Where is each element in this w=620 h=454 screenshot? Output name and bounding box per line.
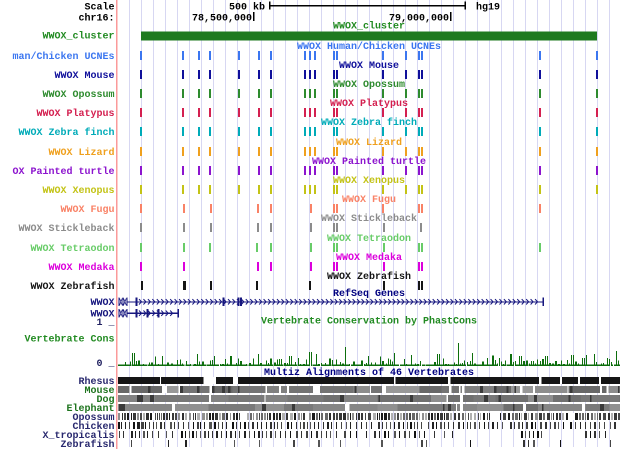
svg-text:Chicken: Chicken — [72, 421, 114, 433]
svg-text:Vertebrate Cons: Vertebrate Cons — [24, 334, 114, 346]
svg-text:WWOX Human/Chicken UCNEs: WWOX Human/Chicken UCNEs — [297, 41, 441, 53]
svg-text:Zebrafish: Zebrafish — [60, 439, 114, 449]
svg-text:Scale: Scale — [84, 2, 114, 14]
svg-text:79,000,000: 79,000,000 — [389, 14, 449, 25]
svg-text:WWOX Lizard: WWOX Lizard — [48, 147, 114, 159]
svg-text:0 _: 0 _ — [96, 359, 115, 370]
svg-text:RefSeq Genes: RefSeq Genes — [333, 288, 405, 300]
svg-text:OX Painted turtle: OX Painted turtle — [12, 166, 114, 178]
svg-text:WWOX Stickleback: WWOX Stickleback — [18, 223, 114, 235]
svg-text:WWOX Platypus: WWOX Platypus — [36, 108, 114, 120]
svg-text:500 kb: 500 kb — [229, 2, 265, 14]
svg-text:Vertebrate Conservation by Pha: Vertebrate Conservation by PhastCons — [261, 316, 477, 328]
svg-text:WWOX Zebra finch: WWOX Zebra finch — [321, 117, 417, 129]
svg-text:WWOX Fugu: WWOX Fugu — [60, 205, 114, 216]
svg-text:WWOX Xenopus: WWOX Xenopus — [42, 186, 114, 197]
svg-text:WWOX Opossum: WWOX Opossum — [42, 90, 114, 101]
svg-text:WWOX Tetraodon: WWOX Tetraodon — [327, 233, 411, 245]
svg-text:WWOX Medaka: WWOX Medaka — [336, 252, 402, 264]
svg-text:WWOX Tetraodon: WWOX Tetraodon — [30, 243, 114, 255]
svg-text:WWOX Fugu: WWOX Fugu — [342, 195, 396, 206]
svg-text:WWOX Zebrafish: WWOX Zebrafish — [327, 271, 411, 283]
svg-text:WWOX Mouse: WWOX Mouse — [339, 61, 399, 72]
svg-text:WWOX_cluster: WWOX_cluster — [333, 21, 405, 33]
svg-text:WWOX Medaka: WWOX Medaka — [48, 262, 114, 274]
svg-text:man/Chicken UCNEs: man/Chicken UCNEs — [12, 51, 114, 63]
svg-text:WWOX Platypus: WWOX Platypus — [330, 98, 408, 110]
svg-text:WWOX Stickleback: WWOX Stickleback — [321, 213, 417, 225]
svg-text:hg19: hg19 — [476, 2, 500, 14]
svg-text:WWOX Xenopus: WWOX Xenopus — [333, 176, 405, 187]
svg-text:78,500,000: 78,500,000 — [192, 14, 252, 25]
svg-text:Rhesus: Rhesus — [78, 376, 114, 388]
svg-text:chr16:: chr16: — [78, 13, 114, 25]
svg-text:WWOX: WWOX — [90, 310, 114, 321]
svg-text:Elephant: Elephant — [66, 403, 114, 415]
svg-text:WWOX Zebrafish: WWOX Zebrafish — [30, 281, 114, 293]
svg-text:Opossum: Opossum — [72, 413, 114, 424]
svg-text:WWOX Painted turtle: WWOX Painted turtle — [312, 156, 426, 168]
svg-text:1 _: 1 _ — [96, 318, 115, 329]
svg-text:X_tropicalis: X_tropicalis — [42, 430, 114, 442]
svg-text:WWOX_cluster: WWOX_cluster — [42, 31, 114, 43]
svg-text:WWOX: WWOX — [90, 298, 114, 309]
svg-text:WWOX Zebra finch: WWOX Zebra finch — [18, 127, 114, 139]
svg-text:WWOX Mouse: WWOX Mouse — [54, 71, 114, 82]
svg-text:Multiz Alignments of 46 Verteb: Multiz Alignments of 46 Vertebrates — [264, 367, 474, 379]
svg-text:WWOX Opossum: WWOX Opossum — [333, 80, 405, 91]
svg-text:WWOX Lizard: WWOX Lizard — [336, 137, 402, 149]
svg-text:Dog: Dog — [96, 395, 114, 406]
svg-text:Mouse: Mouse — [84, 386, 114, 397]
